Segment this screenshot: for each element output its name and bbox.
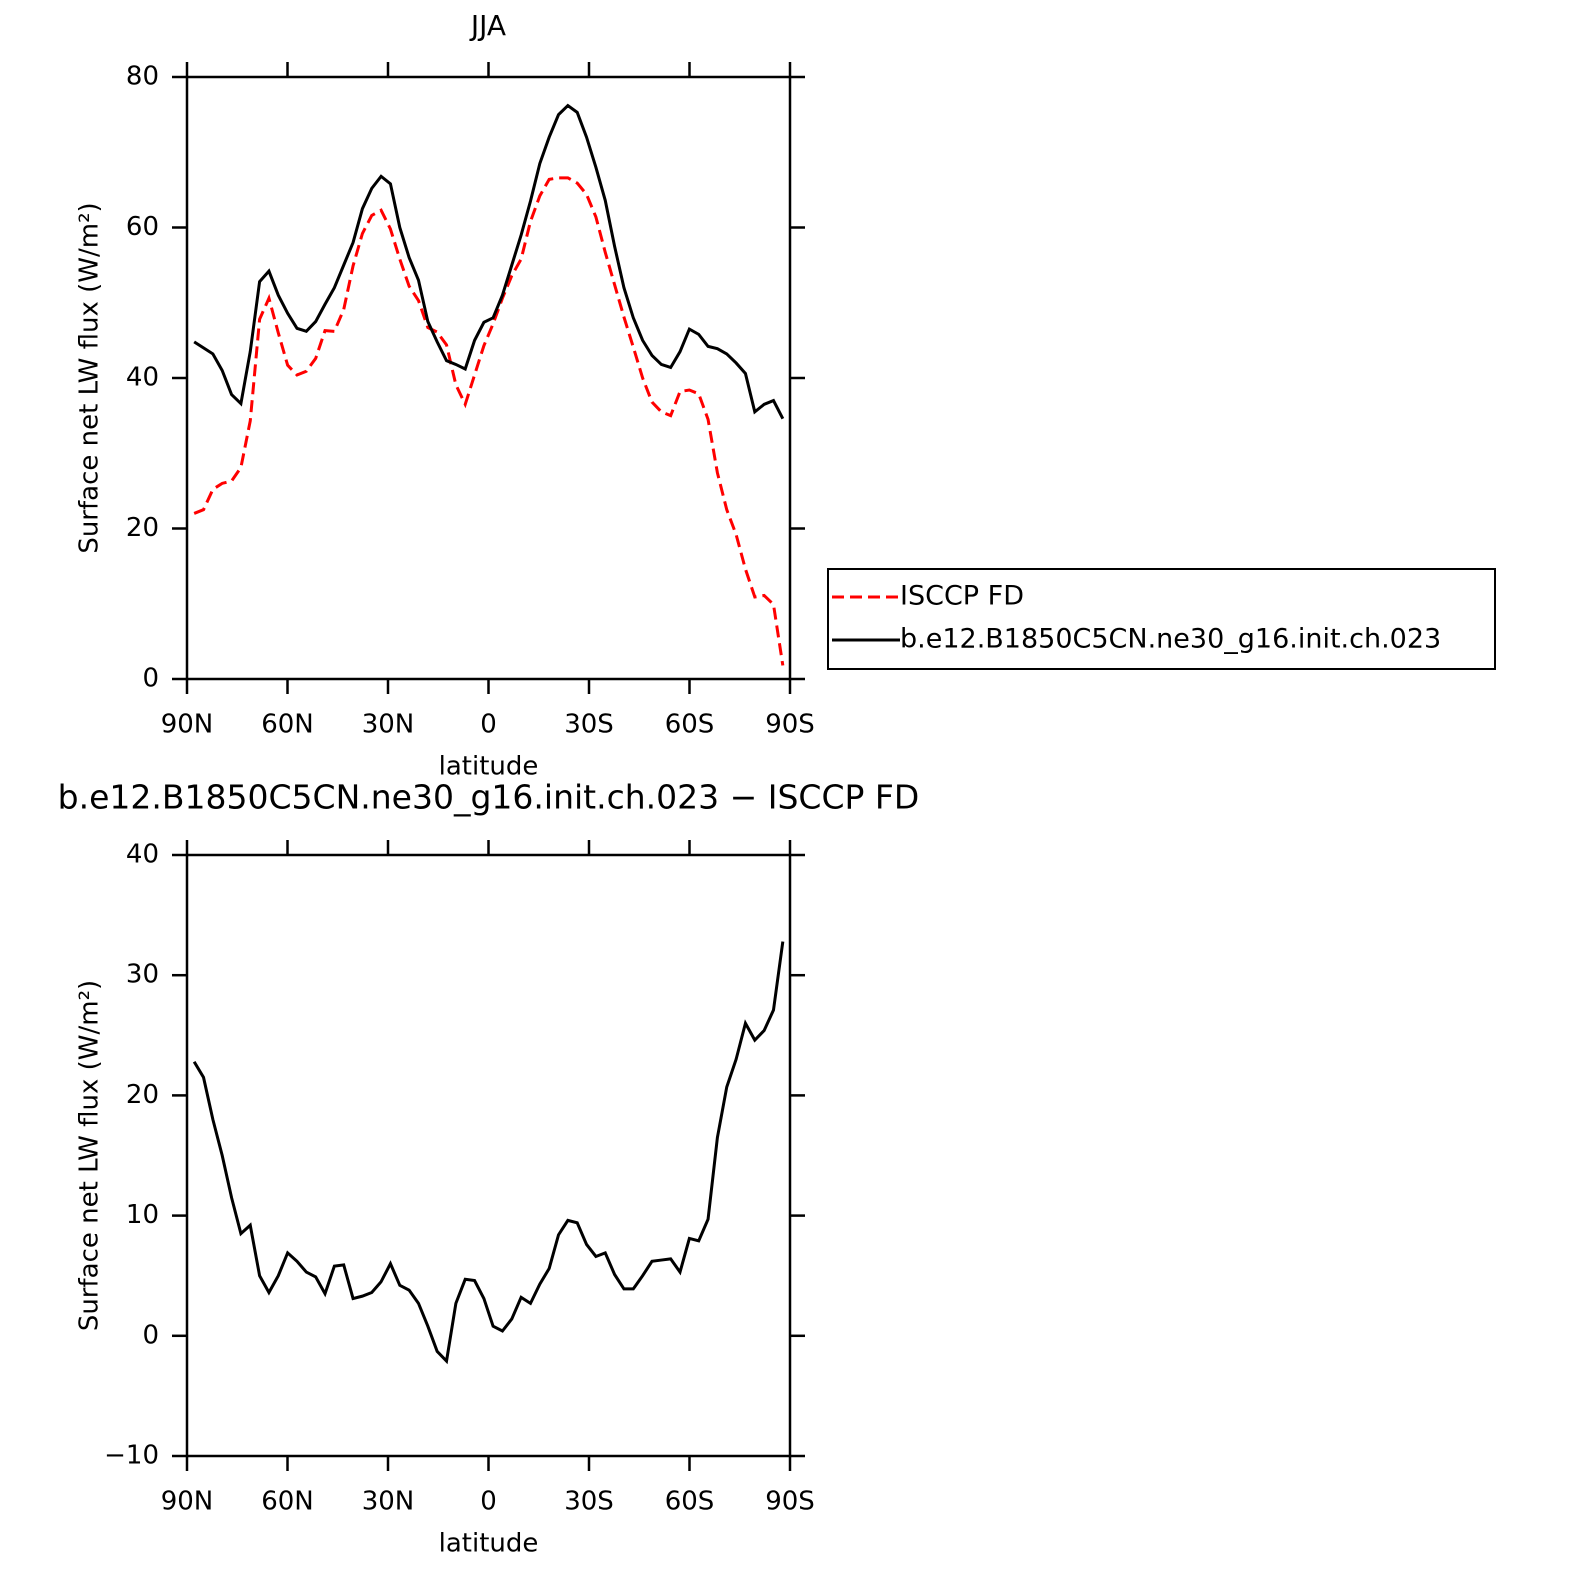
legend-box	[827, 568, 1496, 670]
y-tick-label: 60	[126, 212, 159, 242]
x-tick-label: 90S	[765, 1487, 815, 1517]
plot-frame	[185, 75, 792, 681]
y-tick-label: 0	[142, 1320, 159, 1350]
y-tick-label: 30	[126, 960, 159, 990]
y-tick-label: −10	[104, 1441, 159, 1471]
legend-label: ISCCP FD	[900, 581, 1024, 612]
y-tick-label: 10	[126, 1200, 159, 1230]
plot-frame	[185, 853, 792, 1458]
y-tick-label: 20	[126, 513, 159, 543]
data-line	[192, 941, 785, 1365]
x-tick-label: 30S	[564, 710, 614, 740]
chart-title: JJA	[469, 9, 506, 42]
y-tick-label: 20	[126, 1080, 159, 1110]
legend-label: b.e12.B1850C5CN.ne30_g16.init.ch.023	[900, 624, 1441, 655]
chart-title: b.e12.B1850C5CN.ne30_g16.init.ch.023 − I…	[58, 778, 920, 817]
x-tick-label: 0	[480, 710, 497, 740]
x-tick-label: 90N	[161, 1487, 214, 1517]
x-tick-label: 30N	[362, 710, 415, 740]
x-tick-label: 0	[480, 1487, 497, 1517]
y-tick-label: 40	[126, 840, 159, 870]
data-line	[193, 176, 785, 666]
y-axis-label: Surface net LW flux (W/m²)	[75, 980, 105, 1331]
x-tick-label: 90S	[765, 710, 815, 740]
x-tick-label: 30N	[362, 1487, 415, 1517]
x-tick-label: 60N	[261, 710, 314, 740]
x-tick-label: 90N	[161, 710, 214, 740]
x-tick-label: 30S	[564, 1487, 614, 1517]
y-tick-label: 40	[126, 363, 159, 393]
x-axis-label: latitude	[439, 752, 539, 782]
x-tick-label: 60S	[665, 1487, 715, 1517]
y-tick-label: 80	[126, 62, 159, 92]
x-axis-label: latitude	[439, 1529, 539, 1559]
y-axis-label: Surface net LW flux (W/m²)	[75, 202, 105, 553]
data-line	[193, 103, 785, 420]
x-tick-label: 60S	[665, 710, 715, 740]
x-tick-label: 60N	[261, 1487, 314, 1517]
y-tick-label: 0	[142, 664, 159, 694]
